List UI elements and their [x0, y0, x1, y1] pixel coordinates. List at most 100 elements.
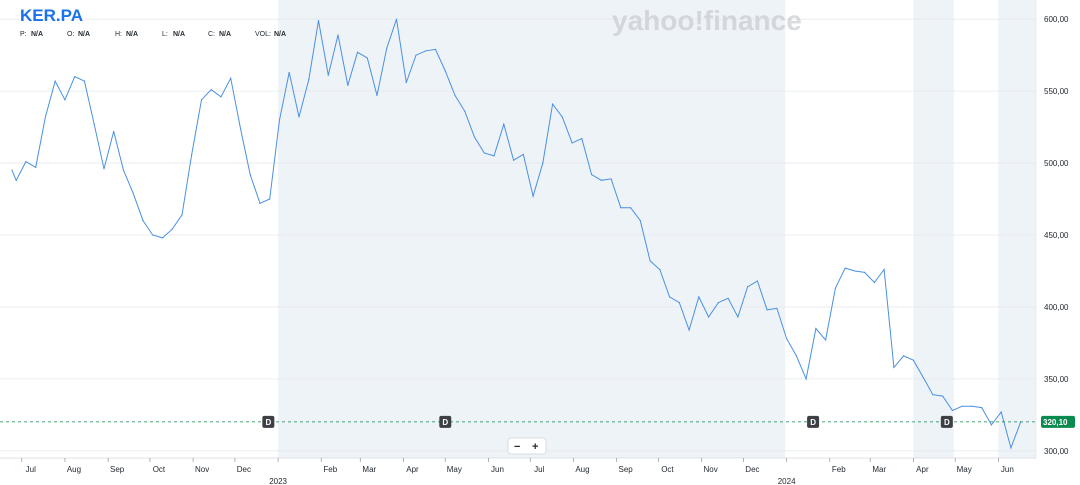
data-point	[952, 410, 953, 411]
data-point	[845, 267, 846, 268]
data-point	[25, 161, 26, 162]
ticker-symbol: KER.PA	[20, 6, 83, 25]
zoom-in-button[interactable]: +	[532, 441, 538, 453]
data-point	[971, 406, 972, 407]
x-tick-label: Oct	[661, 465, 674, 474]
data-point	[581, 138, 582, 139]
data-point	[337, 34, 338, 35]
data-point	[815, 328, 816, 329]
data-point	[884, 269, 885, 270]
data-point	[913, 360, 914, 361]
data-point	[806, 378, 807, 379]
x-tick-label: Feb	[323, 465, 337, 474]
data-point	[835, 288, 836, 289]
x-tick-label: Nov	[704, 465, 718, 474]
x-tick-label: Mar	[362, 465, 376, 474]
data-point	[776, 308, 777, 309]
dividend-marker-label: D	[944, 418, 950, 427]
data-point	[425, 50, 426, 51]
x-tick-year-label: 2024	[778, 477, 796, 485]
data-point	[571, 142, 572, 143]
x-tick-label: Jun	[1001, 465, 1014, 474]
x-tick-label: Nov	[195, 465, 209, 474]
stat-label: C:	[208, 31, 215, 38]
x-tick-label: Sep	[619, 465, 634, 474]
shaded-period-2	[998, 0, 1036, 458]
data-point	[786, 338, 787, 339]
data-point	[406, 82, 407, 83]
stat-label: VOL:	[255, 31, 271, 38]
data-point	[435, 49, 436, 50]
data-point	[708, 316, 709, 317]
ohlcv-stats: P: N/A O: N/A H: N/A L: N/A C: N/A VOL: N/A	[20, 31, 286, 38]
data-point	[74, 76, 75, 77]
data-point	[493, 155, 494, 156]
data-point	[279, 119, 280, 120]
data-point	[250, 174, 251, 175]
data-point	[679, 302, 680, 303]
data-point	[659, 269, 660, 270]
data-point	[142, 220, 143, 221]
x-tick-label: Mar	[872, 465, 886, 474]
data-point	[874, 282, 875, 283]
data-point	[854, 270, 855, 271]
data-point	[991, 424, 992, 425]
x-tick-label: Apr	[916, 465, 929, 474]
data-point	[796, 355, 797, 356]
data-point	[981, 407, 982, 408]
data-point	[11, 170, 12, 171]
data-point	[542, 162, 543, 163]
data-point	[942, 396, 943, 397]
y-tick-label: 550,00	[1044, 87, 1069, 96]
x-tick-label: Aug	[575, 465, 589, 474]
x-tick-label: May	[447, 465, 462, 474]
stat-value: N/A	[78, 31, 90, 38]
data-point	[767, 309, 768, 310]
data-point	[562, 116, 563, 117]
data-point	[552, 103, 553, 104]
data-point	[649, 260, 650, 261]
data-point	[328, 75, 329, 76]
data-point	[191, 154, 192, 155]
data-point	[737, 316, 738, 317]
x-tick-label: Dec	[237, 465, 251, 474]
data-point	[45, 116, 46, 117]
price-tag: 320,10	[1041, 416, 1075, 428]
data-point	[103, 168, 104, 169]
data-point	[698, 296, 699, 297]
data-point	[445, 70, 446, 71]
zoom-controls: − +	[508, 438, 546, 454]
data-point	[289, 72, 290, 73]
last-price-label: 320,10	[1043, 418, 1068, 427]
data-point	[259, 203, 260, 204]
data-point	[513, 160, 514, 161]
data-point	[240, 128, 241, 129]
data-point	[864, 272, 865, 273]
x-tick-label: May	[957, 465, 972, 474]
zoom-out-button[interactable]: −	[514, 441, 520, 453]
x-tick-label: Dec	[745, 465, 759, 474]
year-shading	[278, 0, 1036, 458]
stat-label: P:	[20, 31, 27, 38]
data-point	[1010, 447, 1011, 448]
data-point	[484, 152, 485, 153]
data-point	[201, 99, 202, 100]
stat-value: N/A	[274, 31, 286, 38]
data-point	[630, 207, 631, 208]
data-point	[640, 220, 641, 221]
x-tick-label: Aug	[67, 465, 81, 474]
data-point	[932, 394, 933, 395]
x-tick-label: Feb	[832, 465, 846, 474]
data-point	[474, 137, 475, 138]
data-point	[94, 124, 95, 125]
data-point	[454, 95, 455, 96]
x-tick-label: Jun	[491, 465, 504, 474]
data-point	[825, 339, 826, 340]
shaded-period-1	[913, 0, 953, 458]
data-point	[269, 198, 270, 199]
chart-header: KER.PA P: N/A O: N/A H: N/A L: N/A C: N/A VOL: N/A	[20, 6, 286, 38]
data-point	[669, 296, 670, 297]
data-point	[113, 131, 114, 132]
data-point	[532, 196, 533, 197]
